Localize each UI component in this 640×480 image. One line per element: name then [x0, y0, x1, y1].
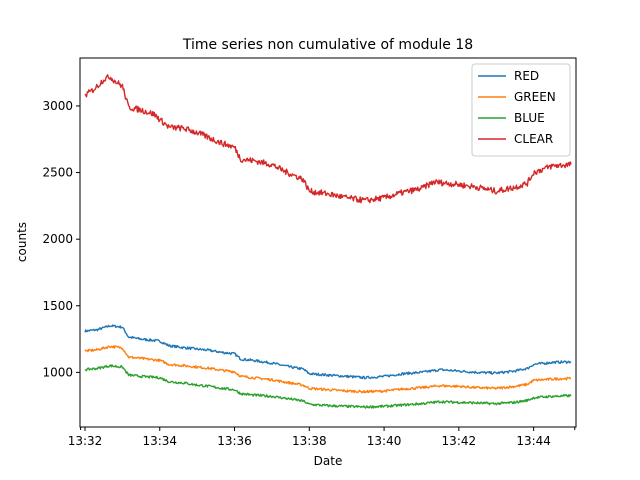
legend-box	[471, 63, 571, 157]
x-tick-label: 13:32	[68, 434, 103, 448]
x-tick-label: 13:42	[442, 434, 477, 448]
legend-label-red: RED	[514, 69, 539, 83]
chart-title: Time series non cumulative of module 18	[182, 37, 473, 53]
y-axis: 1000 1500 2000 2500 3000	[42, 99, 80, 379]
x-tick-label: 13:40	[367, 434, 402, 448]
y-tick-label: 1500	[42, 299, 73, 313]
series-line-green	[84, 345, 572, 394]
x-axis: 13:32 13:34 13:36 13:38 13:40 13:42 13:44	[68, 427, 576, 448]
plot-frame	[79, 57, 577, 428]
x-tick-label: 13:36	[217, 434, 252, 448]
y-tick-label: 2500	[42, 166, 73, 180]
x-tick-label: 13:44	[516, 434, 551, 448]
legend-label-clear: CLEAR	[514, 132, 553, 146]
series-layer	[84, 74, 572, 409]
legend: RED GREEN BLUE CLEAR	[471, 63, 571, 157]
series-line-blue	[84, 364, 572, 409]
legend-label-blue: BLUE	[514, 111, 545, 125]
series-line-clear	[84, 74, 572, 204]
y-axis-label: counts	[15, 222, 29, 262]
legend-label-green: GREEN	[514, 90, 556, 104]
y-tick-label: 1000	[42, 365, 73, 379]
x-axis-label: Date	[314, 454, 343, 468]
y-tick-label: 3000	[42, 99, 73, 113]
series-line-red	[84, 324, 572, 380]
x-tick-label: 13:38	[292, 434, 327, 448]
x-tick-label: 13:34	[142, 434, 177, 448]
y-tick-label: 2000	[42, 232, 73, 246]
